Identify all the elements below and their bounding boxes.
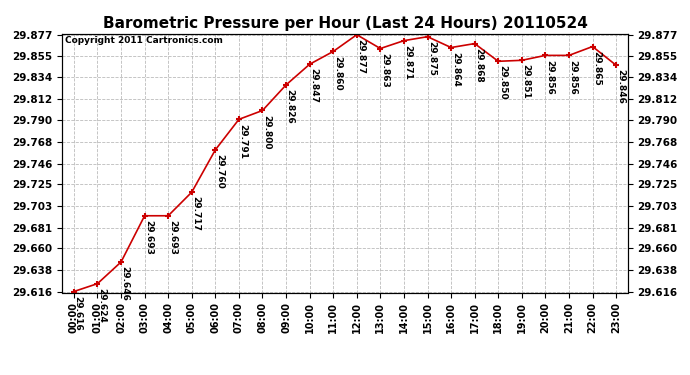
Text: 29.760: 29.760 <box>215 154 224 189</box>
Text: 29.693: 29.693 <box>144 220 153 255</box>
Text: 29.856: 29.856 <box>569 60 578 94</box>
Text: 29.826: 29.826 <box>286 89 295 124</box>
Text: 29.847: 29.847 <box>309 68 318 104</box>
Text: 29.646: 29.646 <box>121 266 130 301</box>
Text: 29.863: 29.863 <box>380 53 389 87</box>
Text: 29.791: 29.791 <box>239 123 248 159</box>
Text: 29.856: 29.856 <box>545 60 554 94</box>
Text: 29.717: 29.717 <box>191 196 200 231</box>
Text: 29.877: 29.877 <box>357 39 366 74</box>
Text: 29.864: 29.864 <box>451 52 460 87</box>
Text: 29.800: 29.800 <box>262 115 271 149</box>
Text: 29.860: 29.860 <box>333 56 342 90</box>
Text: 29.624: 29.624 <box>97 288 106 322</box>
Text: 29.868: 29.868 <box>474 48 483 82</box>
Text: 29.871: 29.871 <box>404 45 413 80</box>
Text: 29.693: 29.693 <box>168 220 177 255</box>
Text: 29.846: 29.846 <box>615 69 624 104</box>
Text: 29.865: 29.865 <box>592 51 601 86</box>
Text: 29.616: 29.616 <box>74 296 83 330</box>
Title: Barometric Pressure per Hour (Last 24 Hours) 20110524: Barometric Pressure per Hour (Last 24 Ho… <box>103 16 587 31</box>
Text: 29.851: 29.851 <box>522 64 531 99</box>
Text: 29.875: 29.875 <box>427 41 436 76</box>
Text: 29.850: 29.850 <box>498 66 507 100</box>
Text: Copyright 2011 Cartronics.com: Copyright 2011 Cartronics.com <box>65 36 223 45</box>
